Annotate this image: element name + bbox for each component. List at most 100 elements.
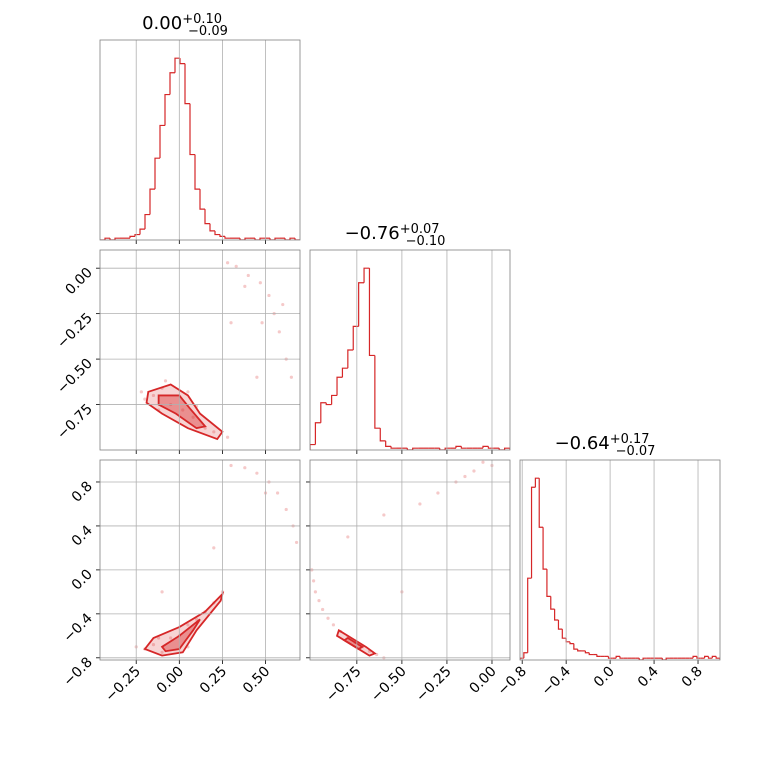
histogram-step [412,447,419,450]
histogram-step [460,446,467,449]
histogram-step [144,213,150,230]
histogram-step [199,189,205,210]
sample-point [284,507,288,512]
histogram-step [707,656,713,659]
x-tick-label: 0.4 [635,663,662,690]
sample-point [436,491,440,495]
histogram-step [109,238,115,240]
x-tick-label: −0.8 [495,664,530,699]
sample-point [139,390,143,394]
sample-point [321,607,325,612]
histogram-step [164,93,170,126]
histogram-step [503,447,510,450]
histogram-step [711,655,717,659]
histogram-step [341,367,348,378]
sample-point [313,590,318,594]
histogram-step [320,402,327,423]
contour [143,591,225,657]
y-tick-label: 0.00 [62,265,95,298]
histogram-step [554,609,559,621]
histogram-step [607,656,613,659]
title-lower: −0.10 [406,234,446,249]
histogram-step [104,237,110,240]
panel-frame [309,459,511,661]
histogram-step [368,268,375,357]
panel-frame [519,459,721,661]
histogram-step [619,656,624,659]
sample-point [326,616,330,620]
histogram-step [352,325,359,350]
histogram-step [114,237,120,240]
title-lower: −0.07 [616,444,656,459]
sample-point [331,623,336,627]
histogram-step [704,655,709,659]
histogram-step [224,236,230,239]
histogram-step [569,641,574,645]
sample-point [289,375,293,379]
histogram-step [274,237,280,240]
histogram-step [134,233,140,237]
histogram-step [584,650,590,654]
histogram-step [538,478,544,528]
y-tick-label: 0.8 [69,478,96,505]
sample-point [258,281,262,285]
x-tick-label: 0.00 [466,664,499,697]
sample-point [151,643,156,647]
panel-frame [99,249,301,451]
histogram-step [530,486,536,579]
histogram-step [331,394,338,405]
histogram-step [546,569,551,597]
sample-point [418,502,422,506]
sample-point [382,513,386,517]
sample-point [229,321,233,325]
x-tick-label: 0.0 [591,664,618,691]
histogram-step [336,376,343,396]
panel [134,463,299,657]
histogram-step [439,448,446,450]
sample-point [225,261,230,265]
histogram-step [406,448,413,450]
histogram-step [385,440,392,447]
title-upper: +0.10 [182,12,222,27]
histogram-step [169,72,175,95]
histogram-step [139,228,145,235]
sample-point [243,466,247,470]
x-tick-label: −0.50 [368,664,410,706]
x-tick-label: −0.25 [102,664,144,706]
x-tick-label: 0.8 [679,664,706,691]
histogram-step [149,188,155,215]
histogram-step [214,230,220,236]
sample-point [275,491,280,495]
histogram-step [314,422,321,445]
histogram-step [154,157,160,190]
panel-frame [309,249,511,451]
histogram-step [444,447,451,450]
histogram-step [692,655,697,659]
histogram-step [542,527,547,570]
sample-point [255,471,259,475]
contour [342,636,364,651]
histogram-step [189,103,195,156]
title-lower: −0.09 [188,24,228,39]
x-tick-label: 0.50 [240,664,273,697]
sample-point [481,460,485,464]
title-value: 0.00 [142,13,182,34]
histogram-step [665,657,670,660]
histogram-step [347,349,354,369]
histogram-step [269,238,275,240]
histogram-step [204,209,210,225]
histogram-step [374,355,381,429]
y-tick-label: −0.75 [54,401,96,443]
sample-point [255,375,259,379]
panel [310,460,494,660]
title-value: −0.76 [345,223,400,244]
histogram-step [254,238,260,240]
x-tick-label: −0.4 [539,663,574,698]
x-tick-label: 0.25 [197,664,230,697]
sample-point [191,415,195,419]
histogram-step [498,448,505,450]
sample-point [472,469,476,473]
histogram-step [561,629,567,639]
histogram-step [573,643,578,650]
